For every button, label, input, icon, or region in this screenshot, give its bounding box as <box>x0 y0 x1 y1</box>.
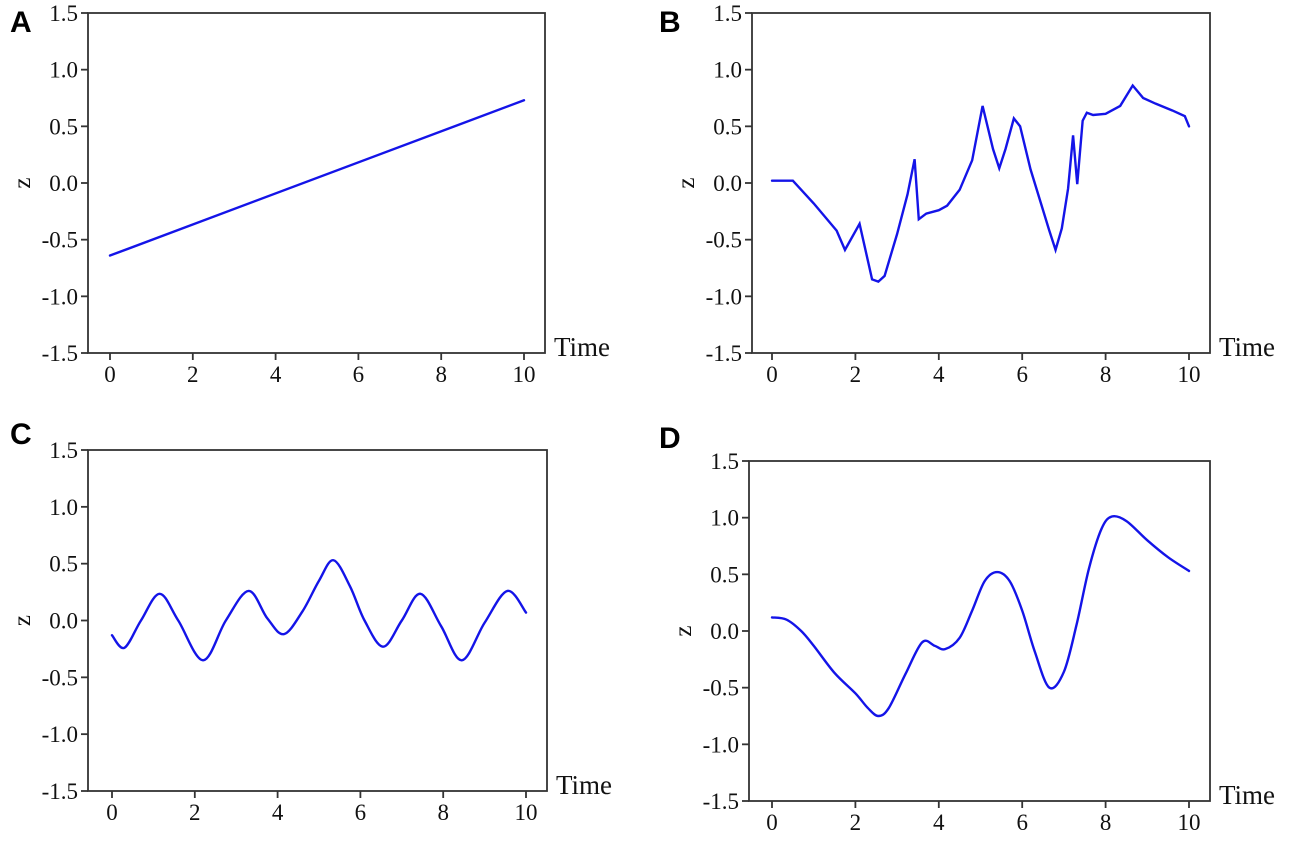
chart-panel-d: 0 2 4 6 8 10 1.5 1.0 0.5 0.0 -0.5 -1.0 -1.5 Time z <box>670 449 1275 835</box>
plot-box <box>751 12 1211 354</box>
y-tick-label: 0.5 <box>710 562 739 587</box>
x-tick-label: 2 <box>850 810 862 835</box>
chart-panel-c: 0 2 4 6 8 10 1.5 1.0 0.5 0.0 -0.5 -1.0 -1.5 Time z <box>9 438 612 825</box>
y-tick-label: -1.5 <box>706 341 742 366</box>
y-axis-title: z <box>9 177 36 188</box>
plot-box <box>748 460 1211 802</box>
x-axis-title: Time <box>554 332 610 362</box>
plot-box <box>87 449 548 792</box>
x-tick-label: 2 <box>187 362 199 387</box>
y-tick-label: -0.5 <box>703 676 739 701</box>
x-axis-title: Time <box>556 770 612 800</box>
x-tick-label: 0 <box>106 800 118 825</box>
x-tick-label: 4 <box>933 810 945 835</box>
y-tick-label: -0.5 <box>706 228 742 253</box>
y-tick-label: 0.5 <box>713 114 742 139</box>
x-tick-label: 4 <box>933 362 945 387</box>
x-tick-label: 6 <box>1016 362 1027 387</box>
x-tick-label: 4 <box>270 362 282 387</box>
x-tick-label: 2 <box>850 362 862 387</box>
plot-box <box>87 12 546 354</box>
y-tick-label: 0.0 <box>710 619 739 644</box>
x-axis-title: Time <box>1219 332 1275 362</box>
y-tick-label: 1.0 <box>710 506 739 531</box>
y-tick-label: -1.0 <box>706 284 742 309</box>
x-tick-label: 0 <box>104 362 116 387</box>
y-axis-title: z <box>9 615 36 626</box>
y-tick-label: -1.5 <box>42 779 78 804</box>
y-tick-label: 0.5 <box>49 552 78 577</box>
y-tick-label: -1.0 <box>42 722 78 747</box>
y-tick-label: -1.5 <box>42 341 78 366</box>
panel-label-b: B <box>659 6 681 39</box>
y-axis-title: z <box>670 625 697 636</box>
y-tick-label: 0.0 <box>49 171 78 196</box>
x-tick-label: 0 <box>766 810 778 835</box>
x-tick-label: 6 <box>1016 810 1027 835</box>
y-tick-label: 0.0 <box>49 609 78 634</box>
y-tick-label: -0.5 <box>42 228 78 253</box>
x-tick-label: 10 <box>1178 810 1201 835</box>
y-tick-label: 1.5 <box>710 449 739 474</box>
y-tick-label: -1.0 <box>42 284 78 309</box>
chart-panel-b: 0 2 4 6 8 10 1.5 1.0 0.5 0.0 -0.5 -1.0 -1.5 Time z <box>673 1 1275 387</box>
x-tick-label: 0 <box>766 362 778 387</box>
panel-label-a: A <box>10 6 32 39</box>
panel-label-c: C <box>10 418 32 451</box>
x-tick-label: 8 <box>1100 810 1112 835</box>
y-tick-label: 1.0 <box>713 58 742 83</box>
y-tick-label: 1.5 <box>713 1 742 26</box>
y-tick-label: -1.0 <box>703 732 739 757</box>
x-tick-label: 2 <box>189 800 201 825</box>
y-tick-label: 1.0 <box>49 495 78 520</box>
y-tick-label: 1.5 <box>49 1 78 26</box>
x-tick-label: 10 <box>515 800 538 825</box>
x-tick-label: 8 <box>1100 362 1112 387</box>
x-tick-label: 10 <box>1178 362 1201 387</box>
x-tick-label: 6 <box>355 800 367 825</box>
x-tick-label: 8 <box>435 362 447 387</box>
y-tick-label: 0.5 <box>49 114 78 139</box>
x-tick-label: 4 <box>272 800 284 825</box>
data-line-C <box>110 559 528 662</box>
x-tick-label: 6 <box>353 362 365 387</box>
data-line-A <box>108 99 526 257</box>
y-tick-label: 0.0 <box>713 171 742 196</box>
y-tick-label: 1.0 <box>49 58 78 83</box>
y-tick-label: 1.5 <box>49 438 78 463</box>
data-line-B <box>770 83 1191 283</box>
chart-panel-a: 0 2 4 6 8 10 1.5 1.0 0.5 0.0 -0.5 -1.0 -1.5 Time z <box>9 1 610 387</box>
x-tick-label: 10 <box>513 362 536 387</box>
x-axis-title: Time <box>1219 780 1275 810</box>
x-tick-label: 8 <box>437 800 449 825</box>
y-tick-label: -1.5 <box>703 789 739 814</box>
y-axis-title: z <box>673 177 700 188</box>
data-line-D <box>770 514 1191 718</box>
panel-label-d: D <box>659 422 681 455</box>
y-tick-label: -0.5 <box>42 665 78 690</box>
